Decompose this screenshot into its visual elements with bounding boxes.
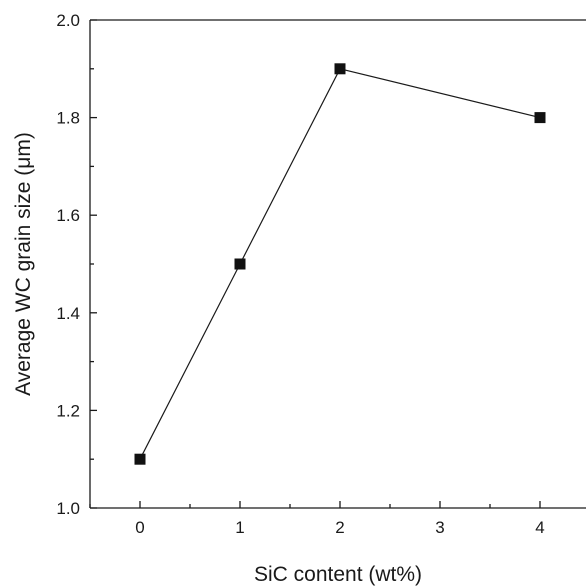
y-axis-ticks: 1.0 1.2 1.4 1.6 1.8 2.0	[56, 11, 97, 518]
data-point-marker	[334, 63, 346, 75]
x-tick-label: 0	[135, 518, 144, 537]
x-tick-label: 2	[335, 518, 344, 537]
y-tick-label: 1.2	[56, 401, 80, 420]
series-group	[134, 63, 546, 465]
y-tick-label: 1.0	[56, 499, 80, 518]
y-tick-label: 2.0	[56, 11, 80, 30]
series-line	[139, 68, 541, 460]
x-axis-ticks: 0 1 2 3 4	[89, 501, 545, 537]
x-tick-label: 4	[535, 518, 544, 537]
x-tick-label: 3	[435, 518, 444, 537]
y-tick-label: 1.8	[56, 109, 80, 128]
data-point-marker	[234, 258, 246, 270]
data-point-marker	[134, 453, 146, 465]
y-axis-title: Average WC grain size (μm)	[12, 132, 35, 396]
y-tick-label: 1.4	[56, 304, 80, 323]
x-tick-label: 1	[235, 518, 244, 537]
y-tick-label: 1.6	[56, 206, 80, 225]
x-axis-title: SiC content (wt%)	[254, 563, 422, 586]
data-point-marker	[534, 112, 546, 124]
plot-frame	[89, 19, 586, 509]
